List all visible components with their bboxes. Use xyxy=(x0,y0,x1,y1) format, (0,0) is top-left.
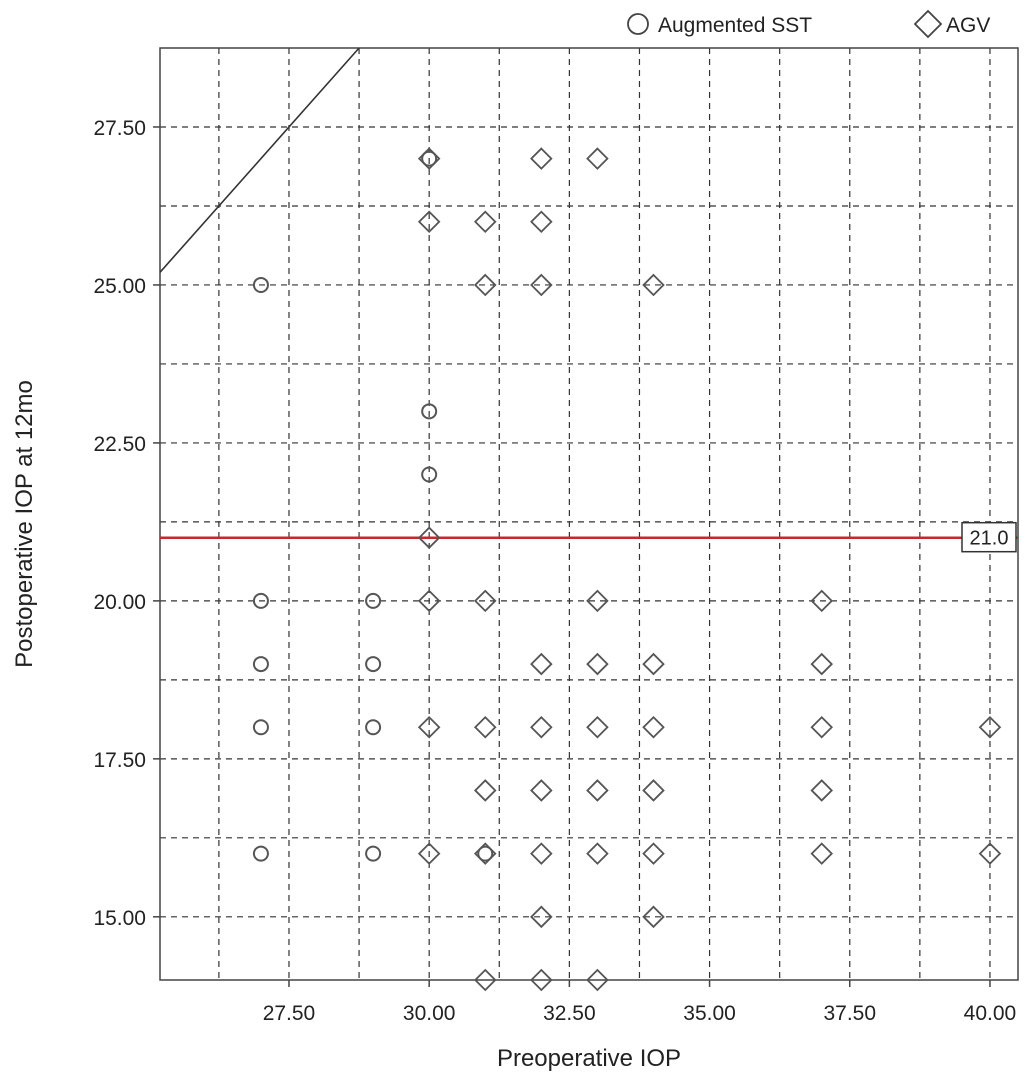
point-agv xyxy=(642,779,665,802)
legend-diamond-icon xyxy=(913,9,943,39)
point-agv xyxy=(586,842,609,865)
plot-frame xyxy=(159,47,1019,981)
x-tick-label: 30.00 xyxy=(403,1002,456,1025)
point-agv xyxy=(530,968,553,992)
y-tick-label: 22.50 xyxy=(93,433,146,456)
point-augmented-sst xyxy=(252,656,269,673)
point-agv xyxy=(810,842,833,865)
point-augmented-sst xyxy=(421,403,438,420)
x-tick-label: 37.50 xyxy=(823,1002,876,1025)
point-agv xyxy=(978,842,1002,865)
point-agv xyxy=(473,273,497,297)
y-tick-label: 17.50 xyxy=(93,749,146,772)
point-agv xyxy=(586,147,609,170)
point-agv xyxy=(810,589,833,613)
point-augmented-sst xyxy=(252,276,269,293)
point-agv xyxy=(530,842,553,865)
identity-line xyxy=(159,47,360,273)
x-tick-label: 32.50 xyxy=(543,1002,596,1025)
point-agv xyxy=(586,779,609,802)
point-agv xyxy=(530,905,553,929)
point-agv xyxy=(586,715,609,739)
point-agv xyxy=(473,968,497,992)
point-agv xyxy=(417,589,441,613)
point-agv xyxy=(473,715,497,739)
legend-circle-icon xyxy=(627,13,649,35)
reference-lines: 21.0 xyxy=(159,47,1018,553)
y-axis-title: Postoperative IOP at 12mo xyxy=(11,380,38,668)
point-agv xyxy=(417,526,441,549)
point-agv xyxy=(586,589,609,613)
y-tick-label: 27.50 xyxy=(93,117,146,140)
point-agv xyxy=(810,715,833,739)
point-augmented-sst xyxy=(365,719,382,736)
point-augmented-sst xyxy=(252,845,269,862)
point-agv xyxy=(530,147,553,170)
y-tick-label: 20.00 xyxy=(93,591,146,614)
point-agv xyxy=(473,779,497,802)
point-augmented-sst xyxy=(477,845,494,862)
axis-ticks: 27.50 30.00 32.50 35.00 37.50 40.00 15.00 17.50… xyxy=(93,117,1016,1025)
point-augmented-sst xyxy=(365,592,382,609)
legend-label-augmented-sst: Augmented SST xyxy=(658,14,812,37)
point-agv xyxy=(473,210,497,234)
point-agv xyxy=(530,779,553,802)
x-tick-label: 27.50 xyxy=(263,1002,316,1025)
point-augmented-sst xyxy=(365,656,382,673)
point-augmented-sst xyxy=(365,845,382,862)
point-agv xyxy=(810,652,833,676)
grid xyxy=(160,48,1018,980)
x-tick-label: 35.00 xyxy=(683,1002,736,1025)
x-axis-title: Preoperative IOP xyxy=(497,1045,681,1072)
point-agv xyxy=(586,968,609,992)
point-agv xyxy=(473,842,497,865)
y-tick-label: 15.00 xyxy=(93,907,146,930)
point-agv xyxy=(530,652,553,676)
point-augmented-sst xyxy=(252,719,269,736)
point-agv xyxy=(417,147,441,170)
point-agv xyxy=(810,779,833,802)
x-tick-label: 40.00 xyxy=(964,1002,1017,1025)
point-agv xyxy=(586,652,609,676)
point-augmented-sst xyxy=(252,592,269,609)
y-tick-label: 25.00 xyxy=(93,275,146,298)
point-augmented-sst xyxy=(421,466,438,483)
data-points xyxy=(252,147,1002,992)
reference-line-label: 21.0 xyxy=(970,528,1009,550)
point-agv xyxy=(417,210,441,234)
reference-label-box xyxy=(961,521,1017,553)
legend: Augmented SST AGV xyxy=(627,9,990,39)
point-augmented-sst xyxy=(421,150,438,167)
point-agv xyxy=(530,273,553,297)
point-agv xyxy=(978,715,1002,739)
point-agv xyxy=(417,842,441,865)
point-agv xyxy=(642,905,665,929)
point-agv xyxy=(642,273,665,297)
point-agv xyxy=(642,842,665,865)
point-agv xyxy=(642,652,665,676)
legend-label-agv: AGV xyxy=(946,14,990,37)
point-agv xyxy=(530,715,553,739)
point-agv xyxy=(530,210,553,234)
point-agv xyxy=(417,715,441,739)
point-agv xyxy=(473,589,497,613)
point-agv xyxy=(642,715,665,739)
